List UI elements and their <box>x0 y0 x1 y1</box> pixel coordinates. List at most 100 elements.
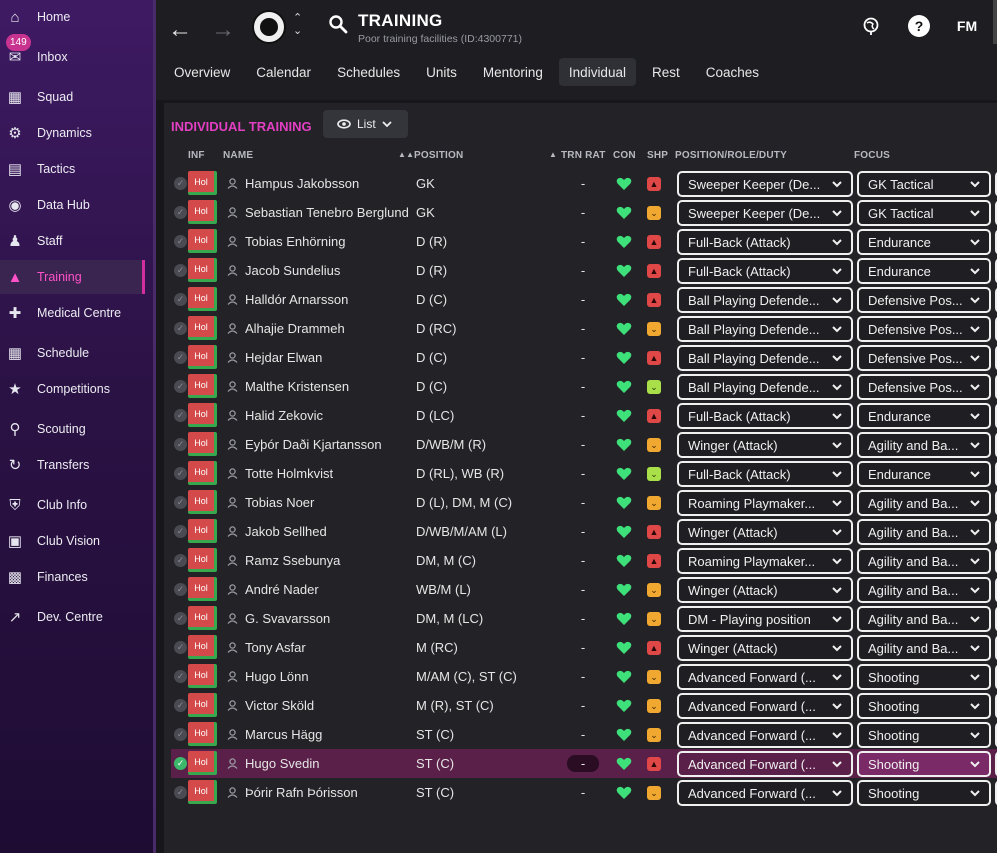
row-select-checkbox[interactable]: ✓ <box>174 409 187 422</box>
role-dropdown[interactable]: Full-Back (Attack) <box>677 229 853 255</box>
role-dropdown[interactable]: Roaming Playmaker... <box>677 490 853 516</box>
intensity-dropdown[interactable] <box>995 171 997 197</box>
status-badge[interactable]: Hol <box>188 693 217 717</box>
sidebar-item-tactics[interactable]: ▤ Tactics <box>0 152 145 186</box>
col-inf[interactable]: INF <box>188 150 205 161</box>
sidebar-item-home[interactable]: ⌂ Home <box>0 0 145 34</box>
sidebar-item-dev-centre[interactable]: ↗ Dev. Centre <box>0 600 145 634</box>
tab-rest[interactable]: Rest <box>651 64 680 80</box>
intensity-dropdown[interactable] <box>995 432 997 458</box>
player-name[interactable]: Þórir Rafn Þórisson <box>245 785 358 800</box>
sidebar-item-scouting[interactable]: ⚲ Scouting <box>0 412 145 446</box>
focus-dropdown[interactable]: Agility and Ba... <box>857 635 991 661</box>
status-badge[interactable]: Hol <box>188 432 217 456</box>
club-switch-icon[interactable]: ⌃ ⌄ <box>293 12 303 37</box>
sidebar-item-inbox[interactable]: ✉ 149 Inbox <box>0 34 145 74</box>
role-dropdown[interactable]: Ball Playing Defende... <box>677 287 853 313</box>
row-select-checkbox[interactable]: ✓ <box>174 177 187 190</box>
player-name[interactable]: Malthe Kristensen <box>245 379 350 394</box>
row-select-checkbox[interactable]: ✓ <box>174 380 187 393</box>
focus-dropdown[interactable]: Defensive Pos... <box>857 345 991 371</box>
role-dropdown[interactable]: Advanced Forward (... <box>677 664 853 690</box>
player-name[interactable]: Halid Zekovic <box>245 408 324 423</box>
role-dropdown[interactable]: Winger (Attack) <box>677 577 853 603</box>
table-row[interactable]: ✓ Hol Alhajie Drammeh D (RC) - ⌄ Ball Playing … <box>171 314 997 343</box>
tab-units[interactable]: Units <box>426 64 457 80</box>
sidebar-item-club-info[interactable]: ⛨ Club Info <box>0 488 145 522</box>
sidebar-item-finances[interactable]: ▩ Finances <box>0 560 145 594</box>
focus-dropdown[interactable]: GK Tactical <box>857 200 991 226</box>
tab-mentoring[interactable]: Mentoring <box>482 64 543 80</box>
status-badge[interactable]: Hol <box>188 345 217 369</box>
focus-dropdown[interactable]: GK Tactical <box>857 171 991 197</box>
player-name[interactable]: G. Svavarsson <box>245 611 331 626</box>
focus-dropdown[interactable]: Shooting <box>857 722 991 748</box>
focus-dropdown[interactable]: Shooting <box>857 780 991 806</box>
view-mode-button[interactable]: List <box>323 110 408 138</box>
focus-dropdown[interactable]: Agility and Ba... <box>857 490 991 516</box>
intensity-dropdown[interactable] <box>995 316 997 342</box>
status-badge[interactable]: Hol <box>188 519 217 543</box>
row-select-checkbox[interactable]: ✓ <box>174 438 187 451</box>
row-select-checkbox[interactable]: ✓ <box>174 206 187 219</box>
table-row[interactable]: ✓ Hol Hugo Lönn M/AM (C), ST (C) - ⌄ Advanced … <box>171 662 997 691</box>
intensity-dropdown[interactable] <box>995 229 997 255</box>
focus-dropdown[interactable]: Agility and Ba... <box>857 519 991 545</box>
status-badge[interactable]: Hol <box>188 490 217 514</box>
focus-dropdown[interactable]: Defensive Pos... <box>857 287 991 313</box>
tab-individual[interactable]: Individual <box>558 58 636 86</box>
sidebar-item-schedule[interactable]: ▦ Schedule <box>0 336 145 370</box>
player-name[interactable]: Totte Holmkvist <box>245 466 334 481</box>
role-dropdown[interactable]: Winger (Attack) <box>677 432 853 458</box>
table-row[interactable]: ✓ Hol Jacob Sundelius D (R) - ▲ Full-Back (Att… <box>171 256 997 285</box>
role-dropdown[interactable]: Advanced Forward (... <box>677 780 853 806</box>
table-row[interactable]: ✓ Hol Tobias Enhörning D (R) - ▲ Full-Back (At… <box>171 227 997 256</box>
sidebar-item-dynamics[interactable]: ⚙ Dynamics <box>0 116 145 150</box>
row-select-checkbox[interactable]: ✓ <box>174 293 187 306</box>
club-crest-icon[interactable] <box>252 10 286 44</box>
table-row[interactable]: ✓ Hol Hejdar Elwan D (C) - ▲ Ball Playing Defe… <box>171 343 997 372</box>
row-select-checkbox[interactable]: ✓ <box>174 670 187 683</box>
globe-icon[interactable] <box>860 15 882 37</box>
intensity-dropdown[interactable] <box>995 258 997 284</box>
status-badge[interactable]: Hol <box>188 577 217 601</box>
intensity-dropdown[interactable] <box>995 635 997 661</box>
role-dropdown[interactable]: Full-Back (Attack) <box>677 258 853 284</box>
focus-dropdown[interactable]: Endurance <box>857 403 991 429</box>
intensity-dropdown[interactable] <box>995 606 997 632</box>
role-dropdown[interactable]: DM - Playing position <box>677 606 853 632</box>
table-row[interactable]: ✓ Hol Hugo Svedin ST (C) - ▲ Advanced Forward … <box>171 749 997 778</box>
help-icon[interactable]: ? <box>908 15 930 37</box>
intensity-dropdown[interactable] <box>995 548 997 574</box>
table-row[interactable]: ✓ Hol Victor Sköld M (R), ST (C) - ⌄ Advanced … <box>171 691 997 720</box>
status-badge[interactable]: Hol <box>188 258 217 282</box>
col-role[interactable]: POSITION/ROLE/DUTY <box>675 150 787 161</box>
status-badge[interactable]: Hol <box>188 606 217 630</box>
sort-arrows-icon[interactable]: ▲▲ <box>398 150 415 159</box>
row-select-checkbox[interactable]: ✓ <box>174 467 187 480</box>
status-badge[interactable]: Hol <box>188 722 217 746</box>
forward-arrow-icon[interactable]: → <box>211 16 235 43</box>
row-select-checkbox[interactable]: ✓ <box>174 525 187 538</box>
focus-dropdown[interactable]: Endurance <box>857 258 991 284</box>
player-name[interactable]: Halldór Arnarsson <box>245 292 349 307</box>
sidebar-item-transfers[interactable]: ↻ Transfers <box>0 448 145 482</box>
intensity-dropdown[interactable] <box>995 345 997 371</box>
intensity-dropdown[interactable] <box>995 200 997 226</box>
status-badge[interactable]: Hol <box>188 403 217 427</box>
sidebar-item-training[interactable]: ▲ Training <box>0 260 145 294</box>
sidebar-item-data-hub[interactable]: ◉ Data Hub <box>0 188 145 222</box>
focus-dropdown[interactable]: Agility and Ba... <box>857 606 991 632</box>
focus-dropdown[interactable]: Agility and Ba... <box>857 548 991 574</box>
fm-logo[interactable]: FM <box>956 18 978 34</box>
role-dropdown[interactable]: Winger (Attack) <box>677 519 853 545</box>
row-select-checkbox[interactable]: ✓ <box>174 322 187 335</box>
player-name[interactable]: André Nader <box>245 582 319 597</box>
status-badge[interactable]: Hol <box>188 548 217 572</box>
row-select-checkbox[interactable]: ✓ <box>174 641 187 654</box>
focus-dropdown[interactable]: Agility and Ba... <box>857 432 991 458</box>
player-name[interactable]: Marcus Hägg <box>245 727 323 742</box>
player-name[interactable]: Sebastian Tenebro Berglund <box>245 205 409 220</box>
player-name[interactable]: Hejdar Elwan <box>245 350 323 365</box>
status-badge[interactable]: Hol <box>188 635 217 659</box>
